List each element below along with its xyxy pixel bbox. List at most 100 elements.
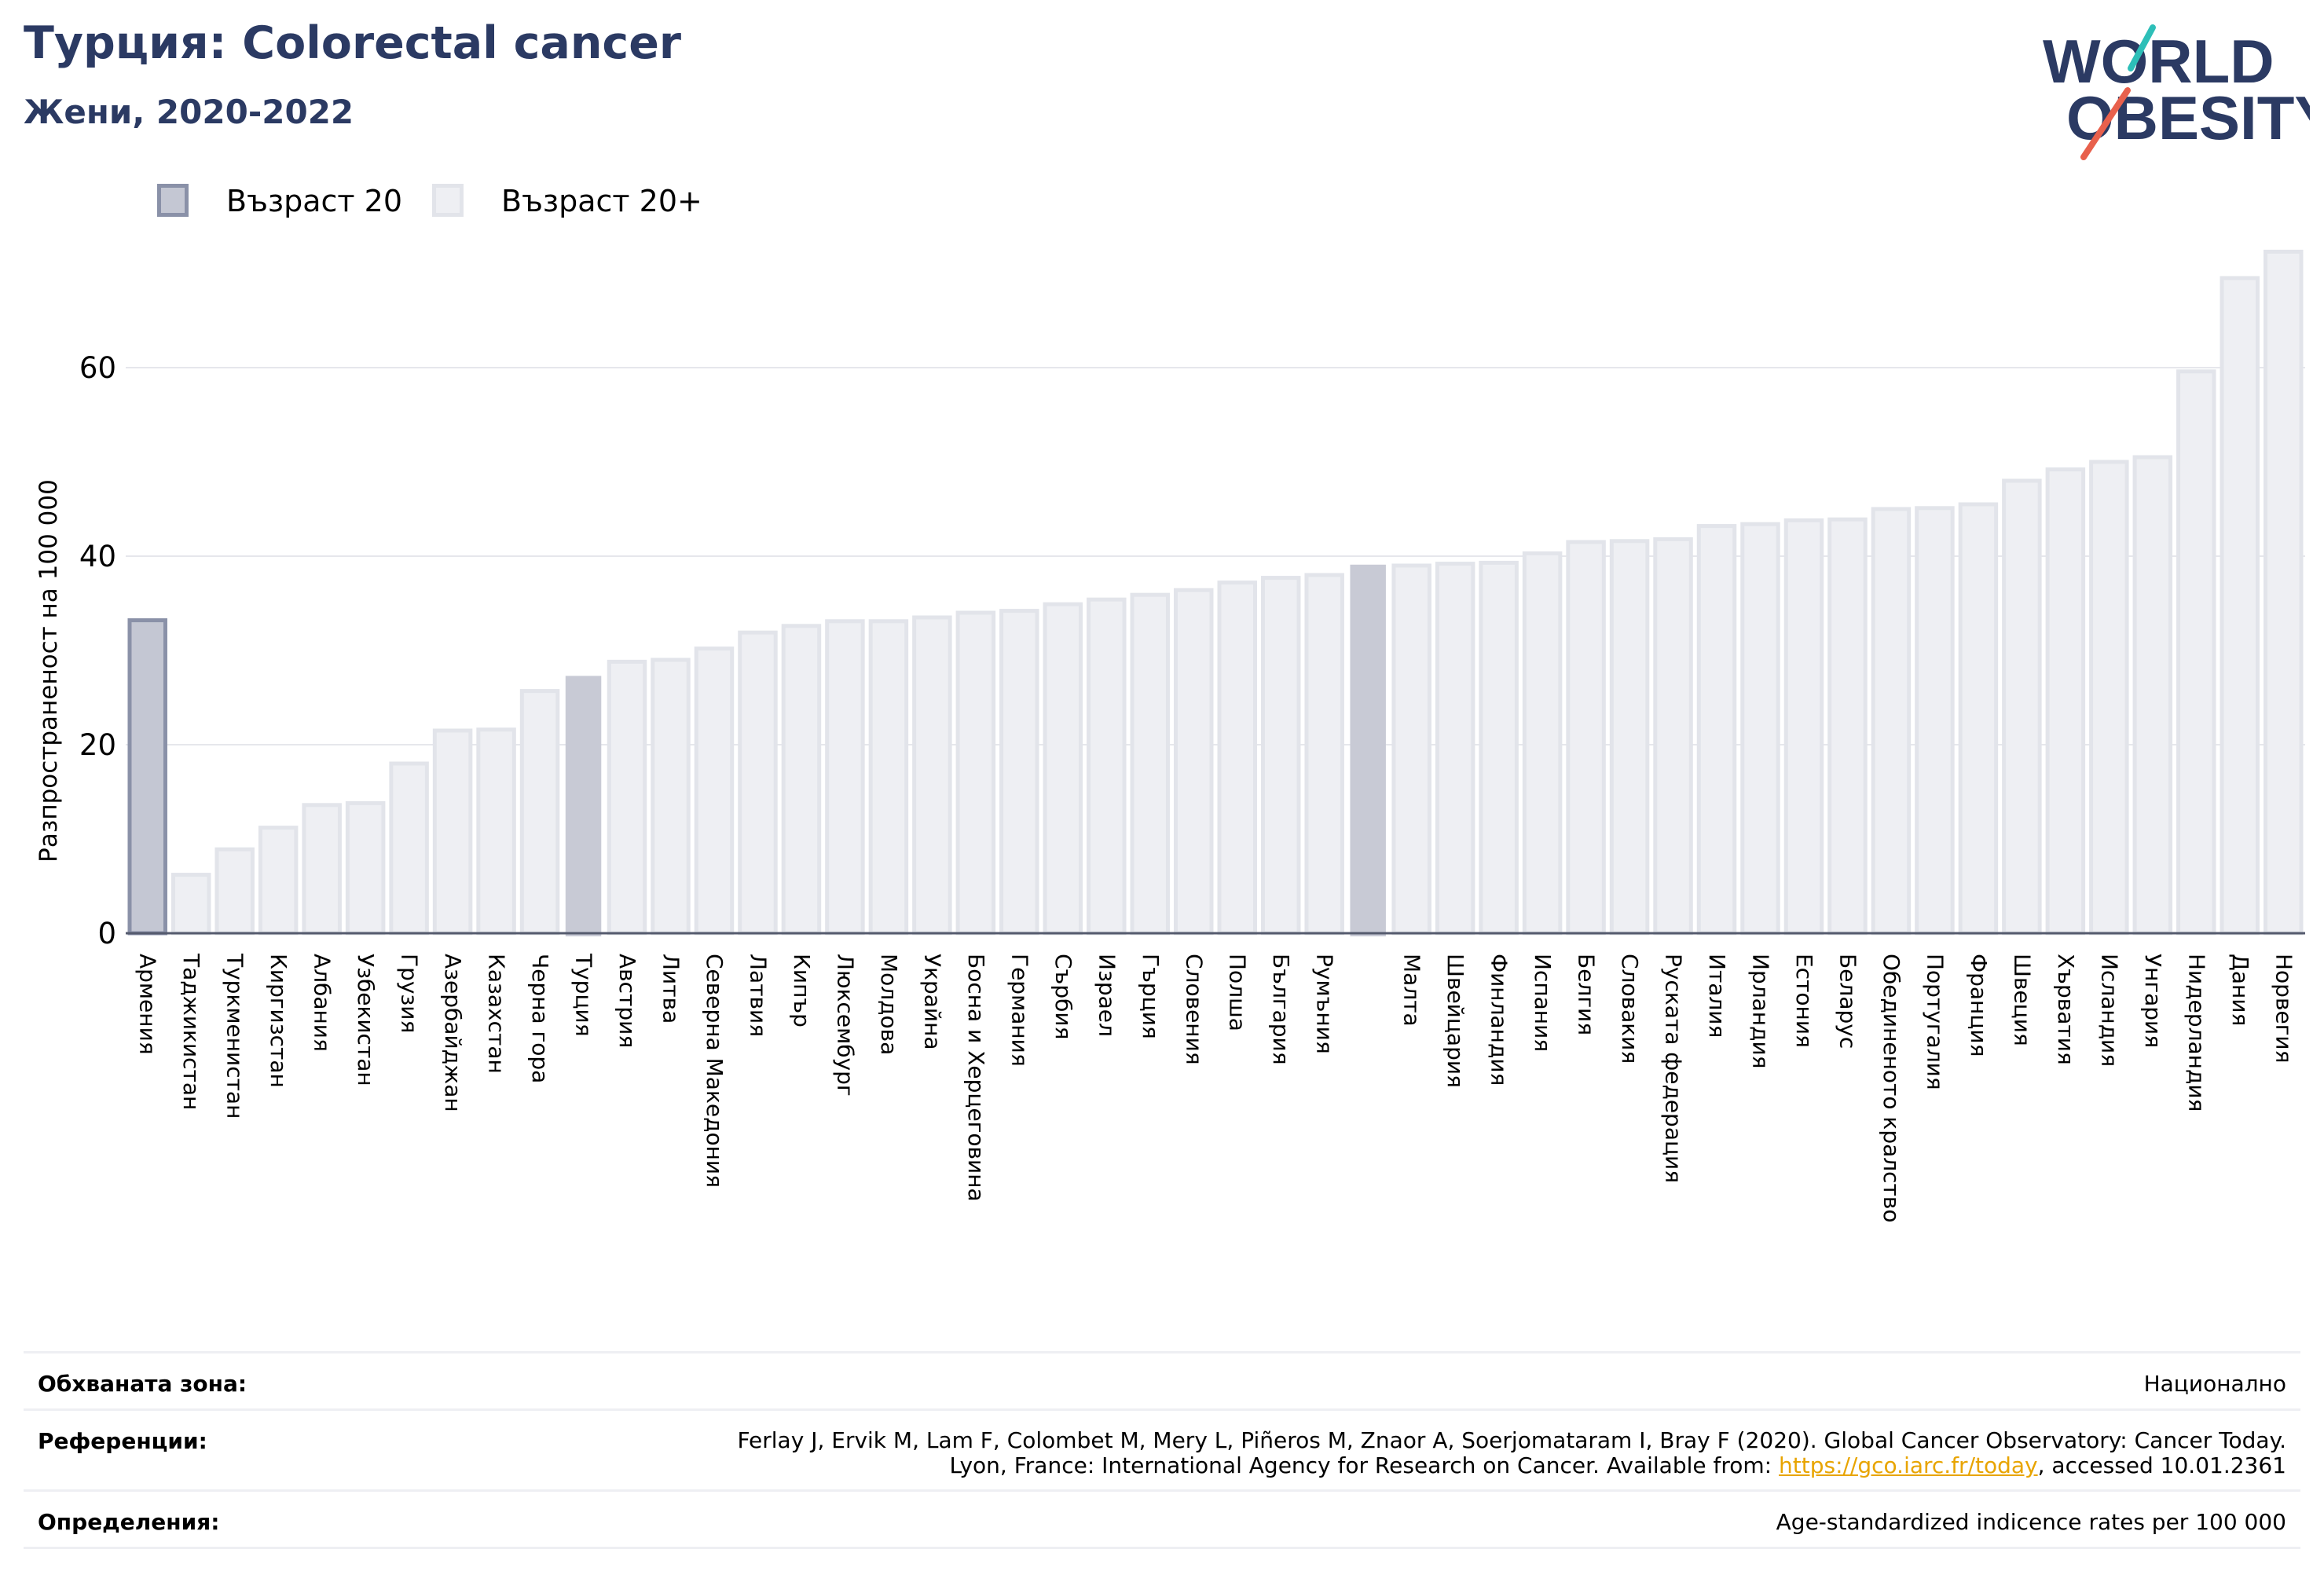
bar <box>2176 369 2216 936</box>
x-tick-label: Албания <box>310 954 335 1052</box>
x-tick-label: Полша <box>1225 954 1251 1031</box>
bar <box>2132 455 2173 936</box>
bar <box>1566 540 1606 936</box>
bar <box>955 610 996 936</box>
bar <box>1653 537 1693 936</box>
bar <box>476 727 516 936</box>
x-tick-label: Австрия <box>614 954 640 1048</box>
x-tick-label: Сърбия <box>1050 954 1076 1039</box>
bar <box>2264 249 2304 936</box>
bar <box>868 619 909 936</box>
legend-label-age20: Възраст 20 <box>226 184 402 218</box>
x-tick-label: Армения <box>135 954 161 1055</box>
x-tick-label: Узбекистан <box>353 954 379 1086</box>
bar <box>1043 602 1083 936</box>
bar <box>258 826 299 936</box>
bar <box>912 615 952 936</box>
bar <box>1958 502 1999 936</box>
bar <box>694 646 735 936</box>
footer-row-references: Референции: Ferlay J, Ervik M, Lam F, Co… <box>24 1408 2300 1489</box>
bar <box>1522 551 1563 936</box>
bar <box>2220 276 2260 936</box>
y-tick-label: 60 <box>79 351 116 385</box>
y-tick-label: 40 <box>79 540 116 573</box>
bar <box>389 761 429 936</box>
bar <box>302 803 342 936</box>
x-tick-label: Ирландия <box>1748 954 1774 1068</box>
x-tick-label: България <box>1268 954 1294 1065</box>
y-axis-label: Разпространеност на 100 000 <box>35 479 63 863</box>
bar <box>781 624 822 936</box>
bar <box>2089 460 2129 936</box>
logo-slash-teal <box>2128 24 2156 71</box>
x-tick-label: Нидерландия <box>2183 954 2209 1112</box>
bar <box>1174 588 1214 936</box>
bar <box>345 800 386 936</box>
references-line2-pre: Lyon, France: International Agency for R… <box>949 1452 1779 1478</box>
bar <box>1217 581 1257 936</box>
bar <box>607 659 647 936</box>
x-tick-label: Норвегия <box>2271 954 2297 1063</box>
bar <box>1350 564 1386 936</box>
bar <box>214 847 255 936</box>
legend-swatch-age20 <box>157 184 189 217</box>
bar <box>2045 467 2086 936</box>
chart-footer: Обхваната зона: Национално Референции: F… <box>24 1351 2300 1549</box>
x-tick-label: Франция <box>1966 954 1992 1057</box>
bar <box>432 728 473 936</box>
x-tick-label: Швейцария <box>1442 954 1468 1088</box>
bar <box>1479 560 1519 936</box>
bar <box>825 619 865 936</box>
x-tick-label: Киргизстан <box>266 954 291 1088</box>
x-tick-label: Кипър <box>789 954 815 1027</box>
x-tick-label: Люксембург <box>832 954 858 1097</box>
logo-line1: WORLD <box>2043 27 2275 96</box>
bar <box>2002 478 2042 936</box>
bar <box>1087 597 1127 936</box>
x-tick-label: Испания <box>1530 954 1556 1052</box>
bar <box>738 630 778 936</box>
bar <box>651 657 691 936</box>
x-tick-label: Словения <box>1181 954 1207 1065</box>
x-tick-label: Исландия <box>2096 954 2122 1067</box>
bar <box>1609 539 1650 936</box>
x-tick-label: Израел <box>1094 954 1120 1037</box>
x-tick-label: Черна гора <box>527 954 553 1083</box>
x-tick-label: Естония <box>1791 954 1817 1048</box>
coverage-value: Национално <box>2143 1371 2286 1397</box>
x-tick-label: Украйна <box>919 954 945 1050</box>
y-tick-label: 0 <box>97 917 116 951</box>
logo-slash-red <box>2080 87 2131 160</box>
bar <box>1391 563 1431 936</box>
x-tick-label: Унгария <box>2140 954 2166 1048</box>
coverage-label: Обхваната зона: <box>38 1371 247 1397</box>
bar <box>170 873 211 936</box>
x-tick-label: Латвия <box>745 954 771 1037</box>
x-tick-label: Обединеното кралство <box>1879 954 1904 1222</box>
bar <box>1304 573 1344 936</box>
x-tick-label: Туркменистан <box>222 953 248 1119</box>
bar <box>519 689 560 936</box>
references-link[interactable]: https://gco.iarc.fr/today <box>1779 1452 2038 1478</box>
x-tick-label: Словакия <box>1617 954 1643 1064</box>
bar <box>565 676 602 936</box>
x-tick-label: Северна Македония <box>702 954 728 1188</box>
x-tick-label: Молдова <box>876 954 902 1055</box>
chart-title: Турция: Colorectal cancer <box>24 17 681 69</box>
x-tick-label: Литва <box>658 954 684 1024</box>
bar <box>1740 522 1780 936</box>
x-tick-label: Грузия <box>397 954 423 1033</box>
x-tick-label: Италия <box>1704 954 1730 1038</box>
x-tick-label: Швеция <box>2009 954 2035 1046</box>
x-tick-label: Турция <box>571 953 597 1037</box>
bar <box>1827 517 1868 936</box>
x-tick-label: Финландия <box>1486 954 1512 1086</box>
bar <box>1871 507 1912 936</box>
x-tick-label: Беларус <box>1835 954 1860 1049</box>
bar-chart: 0 20 40 60 Разпространеност на 100 000 Армени… <box>35 249 2305 1222</box>
world-obesity-logo: WORLD OBESITY <box>2043 24 2310 160</box>
bar <box>127 618 167 936</box>
references-value: Ferlay J, Ervik M, Lam F, Colombet M, Me… <box>737 1428 2286 1478</box>
references-line2-post: , accessed 10.01.2361 <box>2037 1452 2286 1478</box>
x-tick-label: Таджикистан <box>178 953 204 1110</box>
